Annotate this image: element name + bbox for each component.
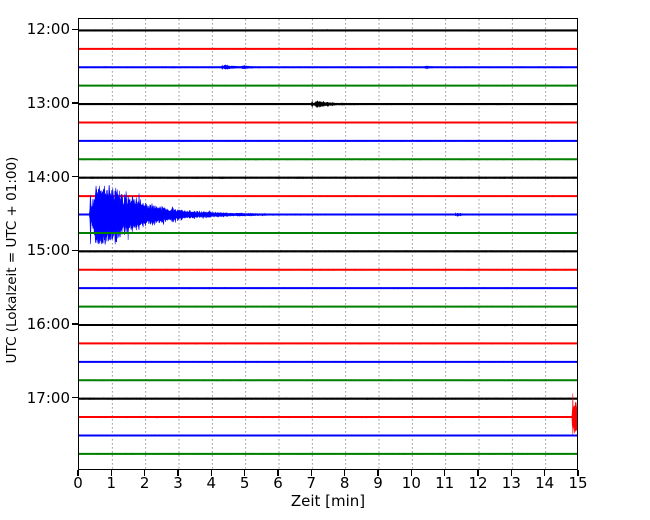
y-tick-label: 14:00: [26, 167, 70, 186]
y-tick-label: 12:00: [26, 20, 70, 39]
y-tick-label: 16:00: [26, 314, 70, 333]
y-tick-mark: [72, 396, 78, 399]
x-tick-label: 8: [339, 474, 350, 492]
y-tick-mark: [72, 28, 78, 31]
x-tick-label: 13: [501, 474, 521, 492]
x-tick-label: 15: [568, 474, 588, 492]
y-tick-label: 17:00: [26, 388, 70, 407]
x-tick-label: 6: [273, 474, 283, 492]
x-tick-mark: [510, 470, 513, 476]
trace-canvas: [79, 19, 577, 469]
x-tick-mark: [477, 470, 479, 476]
x-tick-mark: [343, 470, 346, 476]
y-tick-label: 15:00: [26, 241, 70, 260]
y-tick-mark: [72, 176, 78, 178]
x-tick-label: 11: [435, 474, 455, 492]
x-tick-mark: [310, 470, 313, 476]
x-tick-mark: [277, 470, 279, 476]
x-tick-label: 12: [468, 474, 488, 492]
x-tick-mark: [243, 470, 246, 476]
x-tick-label: 7: [306, 474, 317, 492]
y-tick-mark: [72, 102, 78, 104]
x-tick-label: 3: [173, 474, 183, 492]
y-tick-mark: [72, 323, 78, 325]
plot-area: [78, 18, 578, 470]
x-tick-label: 0: [73, 474, 83, 492]
x-axis-label: Zeit [min]: [290, 492, 366, 510]
x-tick-label: 10: [401, 474, 421, 492]
y-tick-mark: [72, 249, 78, 252]
x-tick-mark: [77, 470, 79, 476]
x-tick-label: 1: [106, 474, 117, 492]
x-tick-label: 2: [139, 474, 150, 492]
x-tick-mark: [377, 470, 379, 476]
x-tick-label: 9: [373, 474, 383, 492]
y-tick-label-group: 12:00 13:00 14:00 15:00 16:00 17:00: [0, 0, 70, 520]
x-tick-label: 5: [239, 474, 250, 492]
x-tick-mark: [577, 470, 579, 476]
x-tick-label: 4: [206, 474, 217, 492]
x-tick-mark: [210, 470, 213, 476]
y-tick-label: 13:00: [26, 94, 70, 113]
x-tick-mark: [177, 470, 179, 476]
x-tick-mark: [443, 470, 446, 476]
x-tick-mark: [143, 470, 146, 476]
x-tick-mark: [543, 470, 546, 476]
x-tick-mark: [410, 470, 413, 476]
x-tick-mark: [110, 470, 113, 476]
x-tick-label: 14: [535, 474, 555, 492]
seismogram-trace: [79, 393, 577, 435]
